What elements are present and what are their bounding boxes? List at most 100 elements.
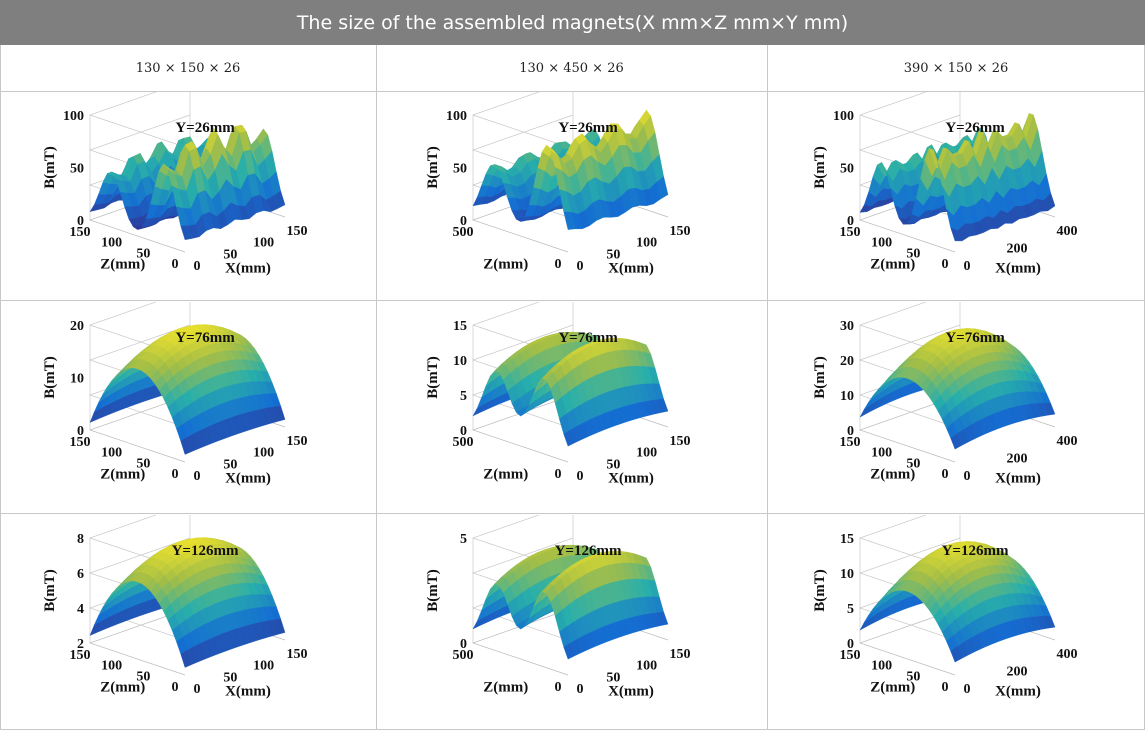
- x-tick-label: 0: [964, 469, 971, 484]
- column-header-row: 130 × 150 × 26 130 × 450 × 26 390 × 150 …: [0, 45, 1145, 92]
- depth-tick-label: 100: [101, 659, 122, 674]
- depth-axis-label: Z(mm): [483, 466, 528, 482]
- x-tick-label: 100: [253, 659, 274, 674]
- surface-plot-y76-wide: 30 20 10 0 B(mT) 0 50 100 150 Z(mm) 0 200 400 X(mm) Y=…: [770, 302, 1145, 511]
- x-tick-label: 0: [194, 259, 201, 274]
- depth-tick-label: 50: [136, 456, 150, 471]
- z-axis-label: B(mT): [812, 569, 828, 612]
- z-axis-label: B(mT): [42, 356, 58, 399]
- x-tick-label: 0: [577, 469, 584, 484]
- depth-tick-label: 100: [871, 446, 892, 461]
- x-tick-label: 150: [287, 434, 308, 449]
- plot-title: Y=26mm: [175, 120, 235, 136]
- x-tick-label: 50: [223, 670, 237, 685]
- depth-tick-label: 50: [136, 246, 150, 261]
- z-tick-label: 100: [833, 109, 854, 124]
- x-tick-label: 400: [1057, 647, 1078, 662]
- surface-plot-y76-long: 15 10 5 0 B(mT) 0 500 Z(mm) 0 50 100 150 X(mm) Y=76mm: [383, 302, 763, 511]
- p13-svg: 100 50 0 B(mT) 0 50 100 150 Z(mm) 0 200 400 X(mm) Y=2…: [812, 92, 1078, 276]
- x-axis-label: X(mm): [225, 260, 271, 276]
- z-tick-label: 0: [77, 424, 84, 439]
- z-axis-label: B(mT): [42, 146, 58, 189]
- z-tick-label: 10: [70, 372, 84, 387]
- x-tick-label: 400: [1057, 224, 1078, 239]
- plot-title: Y=76mm: [945, 330, 1005, 346]
- p31-svg: 8 6 4 2 B(mT) 0 50 100 150 Z(mm) 0 50 100 150 X(mm) Y=1…: [42, 515, 308, 699]
- surface-mesh: [472, 331, 669, 447]
- x-tick-label: 100: [636, 236, 657, 251]
- z-tick-label: 20: [840, 354, 854, 369]
- z-tick-label: 50: [453, 162, 467, 177]
- depth-tick-label: 100: [871, 659, 892, 674]
- surface-plot-y26-long: 100 50 0 B(mT) 0 500 Z(mm) 0 50 100 150 X(mm) Y=26mm: [383, 92, 763, 301]
- surface-mesh: [859, 113, 1056, 242]
- x-axis-label: X(mm): [608, 260, 654, 276]
- z-tick-label: 2: [77, 637, 84, 652]
- x-tick-label: 50: [606, 457, 620, 472]
- x-tick-label: 100: [253, 236, 274, 251]
- depth-tick-label: 0: [942, 467, 949, 482]
- surface-plot-y126-small: 8 6 4 2 B(mT) 0 50 100 150 Z(mm) 0 50 100 150 X(mm) Y=1…: [0, 515, 380, 724]
- surface-mesh: [89, 537, 286, 668]
- z-tick-label: 0: [847, 424, 854, 439]
- surface-plot-y76-small: 20 10 0 B(mT) 0 50 100 150 Z(mm) 0 50 100 150 X(mm) Y=…: [0, 302, 380, 511]
- x-axis-label: X(mm): [995, 260, 1041, 276]
- x-tick-label: 0: [577, 259, 584, 274]
- z-axis-label: B(mT): [812, 146, 828, 189]
- x-tick-label: 0: [964, 259, 971, 274]
- z-tick-label: 5: [460, 389, 467, 404]
- x-axis-label: X(mm): [995, 470, 1041, 486]
- surface-plot-y126-long: 5 0 B(mT) 0 500 Z(mm) 0 50 100 150 X(mm) Y=126mm: [383, 515, 763, 724]
- z-tick-label: 15: [840, 532, 854, 547]
- z-tick-label: 5: [460, 532, 467, 547]
- depth-tick-label: 500: [453, 435, 474, 450]
- surface-mesh: [89, 124, 286, 240]
- x-tick-label: 200: [1007, 665, 1028, 680]
- surface-mesh: [859, 328, 1056, 450]
- column-header-1: 130 × 150 × 26: [135, 60, 241, 76]
- plot-title: Y=126mm: [172, 543, 239, 559]
- z-axis-label: B(mT): [42, 569, 58, 612]
- x-axis-label: X(mm): [225, 683, 271, 699]
- z-tick-label: 20: [70, 319, 84, 334]
- depth-tick-label: 150: [70, 648, 91, 663]
- z-tick-label: 0: [460, 424, 467, 439]
- depth-tick-label: 100: [101, 236, 122, 251]
- depth-axis-label: Z(mm): [870, 256, 915, 272]
- depth-tick-label: 0: [555, 257, 562, 272]
- z-tick-label: 0: [847, 637, 854, 652]
- z-tick-label: 0: [460, 637, 467, 652]
- z-tick-label: 100: [446, 109, 467, 124]
- x-axis-label: X(mm): [995, 683, 1041, 699]
- x-axis-label: X(mm): [225, 470, 271, 486]
- depth-axis-label: Z(mm): [100, 256, 145, 272]
- depth-axis-label: Z(mm): [870, 466, 915, 482]
- x-tick-label: 50: [223, 247, 237, 262]
- z-tick-label: 10: [453, 354, 467, 369]
- x-tick-label: 50: [223, 457, 237, 472]
- depth-tick-label: 100: [101, 446, 122, 461]
- z-axis-label: B(mT): [425, 356, 441, 399]
- depth-axis-label: Z(mm): [483, 256, 528, 272]
- plot-title: Y=26mm: [558, 120, 618, 136]
- depth-tick-label: 0: [172, 680, 179, 695]
- x-tick-label: 100: [636, 659, 657, 674]
- x-tick-label: 150: [287, 224, 308, 239]
- depth-tick-label: 50: [136, 669, 150, 684]
- x-tick-label: 0: [194, 469, 201, 484]
- column-header-2: 130 × 450 × 26: [519, 60, 624, 76]
- column-header-3: 390 × 150 × 26: [903, 60, 1009, 76]
- x-tick-label: 0: [577, 682, 584, 697]
- grid-line: [0, 513, 1145, 514]
- depth-tick-label: 150: [840, 225, 861, 240]
- surface-mesh: [472, 109, 669, 230]
- x-tick-label: 0: [964, 682, 971, 697]
- z-tick-label: 0: [460, 214, 467, 229]
- depth-tick-label: 150: [70, 435, 91, 450]
- z-tick-label: 8: [77, 532, 84, 547]
- grid-line: [0, 45, 1, 730]
